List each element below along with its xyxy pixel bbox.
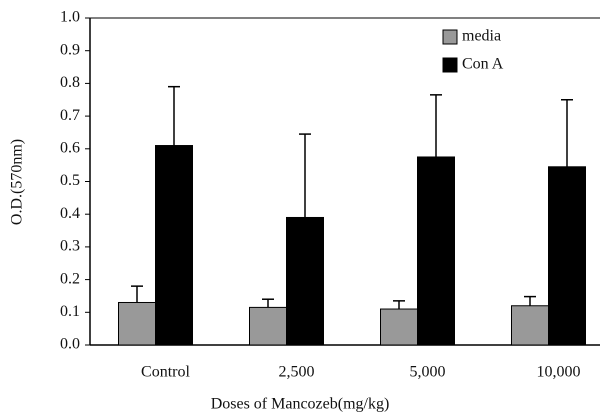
y-tick-label: 0.4 [60, 205, 80, 222]
y-axis-label: O.D.(570nm) [9, 139, 26, 225]
y-tick-label: 0.9 [60, 41, 80, 58]
x-tick-label: Control [141, 364, 190, 381]
legend-swatch [442, 57, 458, 73]
bar [548, 166, 586, 346]
y-tick-label: 0.8 [60, 74, 80, 91]
bar [249, 306, 287, 346]
y-tick-label: 0.1 [60, 303, 80, 320]
bar [286, 216, 324, 346]
y-tick-label: 1.0 [60, 9, 80, 26]
x-tick-label: 2,500 [279, 364, 315, 381]
x-tick-label: 10,000 [537, 364, 581, 381]
y-tick-label: 0.6 [60, 139, 80, 156]
y-tick-label: 0.3 [60, 238, 80, 255]
legend-label: media [462, 28, 501, 45]
bar [380, 308, 418, 346]
bar [155, 145, 193, 346]
bar [118, 301, 156, 346]
y-tick-label: 0.2 [60, 270, 80, 287]
legend-label: Con A [462, 56, 504, 73]
y-tick-label: 0.7 [60, 107, 80, 124]
y-tick-label: 0.0 [60, 336, 80, 353]
x-tick-label: 5,000 [410, 364, 446, 381]
legend-swatch [442, 29, 458, 45]
bar [417, 156, 455, 346]
x-axis-label: Doses of Mancozeb(mg/kg) [211, 396, 390, 413]
bar [511, 305, 549, 346]
y-tick-label: 0.5 [60, 172, 80, 189]
